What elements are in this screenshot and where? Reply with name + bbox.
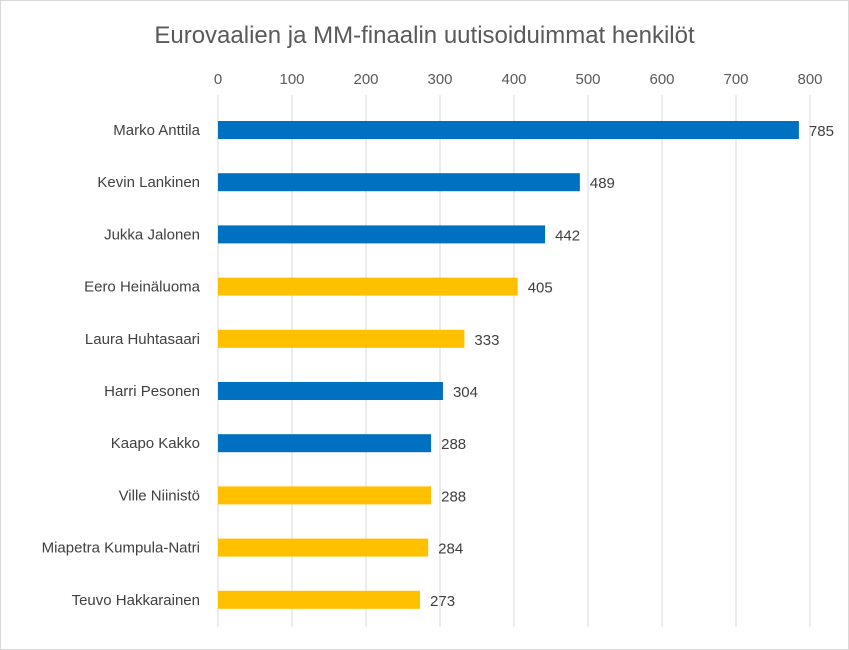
bar (218, 277, 518, 296)
x-tick-label: 600 (649, 71, 674, 88)
category-label: Harri Pesonen (104, 383, 200, 400)
bar (218, 173, 580, 192)
category-label: Miapetra Kumpula-Natri (42, 540, 200, 557)
x-tick-label: 200 (353, 71, 378, 88)
x-tick-label: 0 (214, 71, 222, 88)
bar (218, 434, 432, 453)
data-label: 288 (441, 436, 466, 453)
data-label: 489 (590, 175, 615, 192)
category-label: Teuvo Hakkarainen (72, 592, 200, 609)
data-label: 333 (474, 332, 499, 349)
data-label: 405 (528, 280, 553, 297)
data-label: 284 (438, 541, 463, 558)
x-tick-label: 500 (575, 71, 600, 88)
bar (218, 486, 432, 505)
bar (218, 329, 465, 348)
data-label: 785 (809, 123, 834, 140)
category-label: Laura Huhtasaari (85, 331, 200, 348)
chart-title: Eurovaalien ja MM-finaalin uutisoiduimma… (154, 22, 695, 49)
category-label: Eero Heinäluoma (84, 279, 201, 296)
bar (218, 225, 546, 244)
category-label: Kaapo Kakko (111, 435, 200, 452)
bar (218, 538, 429, 557)
bar (218, 121, 799, 139)
category-label: Marko Anttila (113, 122, 200, 139)
x-tick-label: 100 (279, 71, 304, 88)
data-label: 273 (430, 593, 455, 610)
bar (218, 382, 443, 400)
x-tick-label: 800 (797, 71, 822, 88)
data-label: 304 (453, 384, 478, 401)
data-label: 442 (555, 227, 580, 244)
x-tick-label: 300 (427, 71, 452, 88)
data-label: 288 (441, 488, 466, 505)
category-label: Kevin Lankinen (97, 174, 200, 191)
x-tick-label: 700 (723, 71, 748, 88)
category-label: Jukka Jalonen (104, 226, 200, 243)
category-label: Ville Niinistö (119, 487, 200, 504)
x-tick-label: 400 (501, 71, 526, 88)
bar (218, 590, 421, 609)
